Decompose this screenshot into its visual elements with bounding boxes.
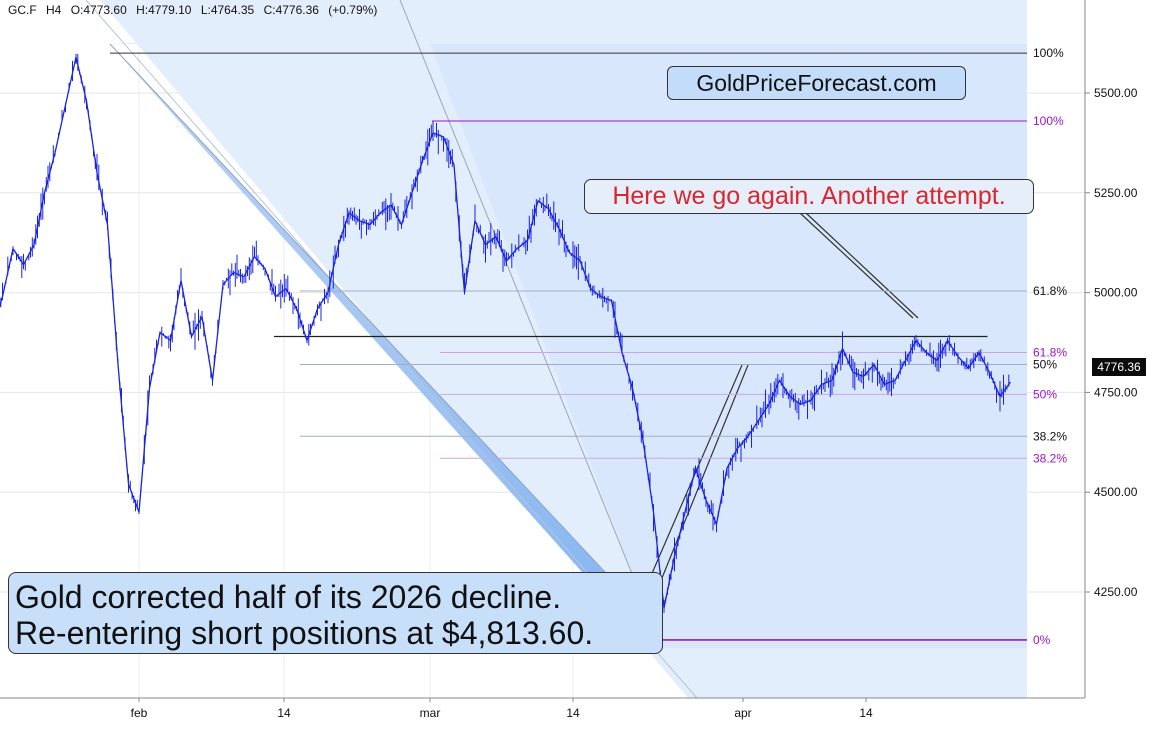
x-tick-label: 14 [859,706,873,720]
current-price-tag: 4776.36 [1092,358,1146,376]
open-value: O:4773.60 [70,3,127,17]
timeframe-label: H4 [46,3,62,17]
axes: 4250.00 4500.00 4750.00 5000.00 5250.00 5500.… [0,0,1138,720]
trend-line-inner [399,0,663,649]
x-tick-label: 14 [277,706,291,720]
fib-label-black: 50% [1033,357,1057,371]
y-tick-label: 4500.00 [1094,485,1138,499]
channel-dark-wedge [110,44,650,648]
summary-callout: Gold corrected half of its 2026 decline.… [8,572,663,654]
summary-line-1: Gold corrected half of its 2026 decline. [15,579,562,615]
fib-label-purple: 50% [1033,387,1057,401]
fib-label-purple: 38.2% [1033,451,1067,465]
x-tick-label: mar [420,706,441,720]
symbol-label: GC.F [8,3,37,17]
summary-line-2: Re-entering short positions at $4,813.60… [15,615,594,651]
fibonacci-levels: 100%61.8%50%38.2%100%61.8%50%38.2%0% [110,46,1067,647]
x-tick-label: feb [131,706,148,720]
y-tick-label: 5000.00 [1094,286,1138,300]
y-tick-label: 4250.00 [1094,585,1138,599]
channel-shading [100,0,1027,698]
price-series [0,53,1012,613]
fib-label-purple: 61.8% [1033,345,1067,359]
watermark-box: GoldPriceForecast.com [667,66,966,100]
y-tick-label: 4750.00 [1094,385,1138,399]
comment-pointer [799,212,914,319]
fib-label-purple: 0% [1033,633,1051,647]
fib-label-black: 100% [1033,46,1064,60]
summary-pointer [661,364,749,579]
y-tick-label: 5500.00 [1094,86,1138,100]
low-value: L:4764.35 [200,3,255,17]
high-value: H:4779.10 [136,3,192,17]
x-tick-label: apr [734,706,751,720]
comment-pointer [805,212,919,319]
fib-label-black: 61.8% [1033,284,1067,298]
x-tick-label: 14 [566,706,580,720]
ohlc-header: GC.F H4 O:4773.60 H:4779.10 L:4764.35 C:… [8,3,383,17]
fib-label-black: 38.2% [1033,429,1067,443]
fib-label-purple: 100% [1033,114,1064,128]
close-value: C:4776.36 [263,3,319,17]
change-value: (+0.79%) [328,3,378,17]
y-tick-label: 5250.00 [1094,186,1138,200]
comment-callout: Here we go again. Another attempt. [584,179,1034,214]
channel-edge [109,43,651,621]
